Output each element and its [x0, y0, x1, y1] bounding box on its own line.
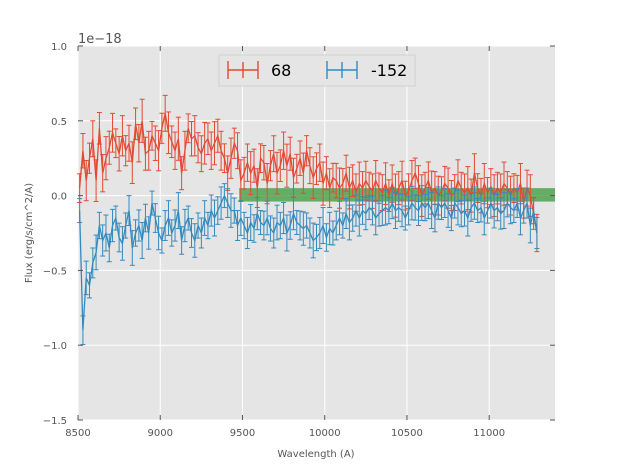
legend-label-series-2: -152	[371, 61, 407, 80]
axis-ticks: 8500 9000 9500 10000 10500 11000 1.0 0.5 0.0 −0.5…	[43, 42, 555, 439]
legend-marker-series-2	[326, 61, 358, 79]
series-2	[77, 183, 540, 346]
x-tick-label: 10500	[391, 428, 423, 439]
series-line	[78, 193, 538, 331]
y-tick-label: −0.5	[43, 266, 67, 277]
series-line	[78, 113, 538, 234]
y-tick-label: 1.0	[51, 42, 67, 53]
legend: 68 -152	[218, 54, 416, 87]
grid-lines	[77, 45, 555, 421]
y-tick-label: −1.0	[43, 341, 67, 352]
x-tick-label: 9000	[148, 428, 173, 439]
x-tick-label: 9500	[230, 428, 255, 439]
y-offset-text: 1e−18	[78, 32, 122, 47]
x-tick-label: 10000	[309, 428, 341, 439]
legend-marker-series-1	[227, 61, 259, 79]
x-tick-label: 11000	[473, 428, 505, 439]
x-axis-label: Wavelength (A)	[277, 449, 354, 460]
x-tick-label: 8500	[65, 428, 90, 439]
data-series	[77, 94, 540, 346]
legend-label-series-1: 68	[271, 61, 291, 80]
y-tick-label: 0.5	[51, 117, 67, 128]
y-tick-label: 0.0	[51, 192, 67, 203]
series-1	[77, 94, 540, 253]
y-tick-label: −1.5	[43, 416, 67, 427]
y-axis-label: Flux (erg/s/cm^2/A)	[24, 183, 35, 283]
